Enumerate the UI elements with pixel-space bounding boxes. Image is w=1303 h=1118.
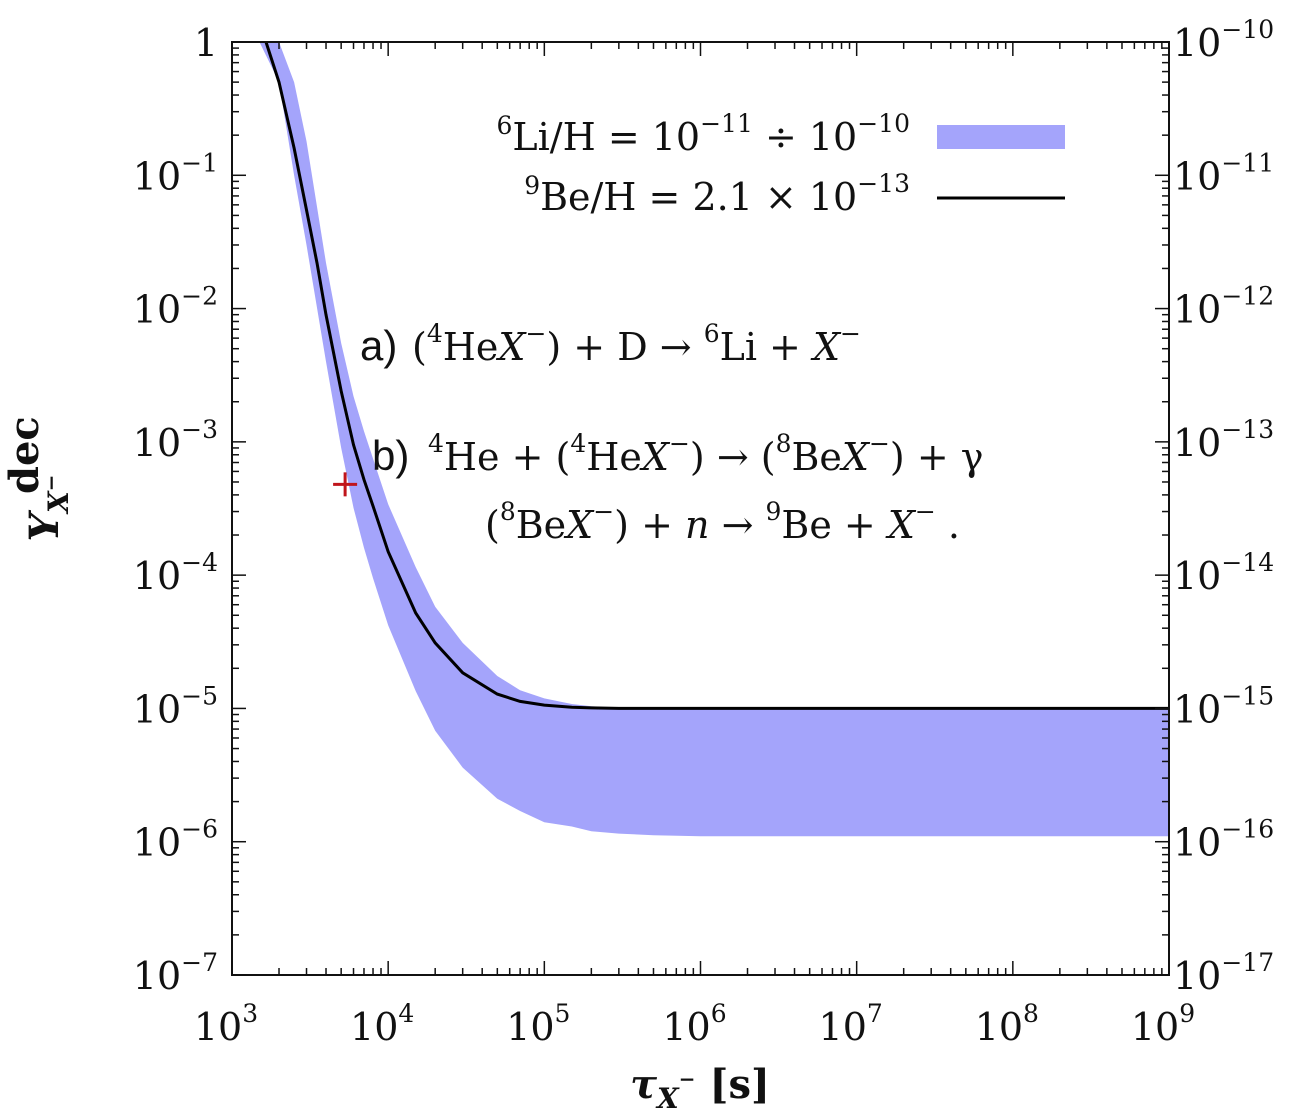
y-tick-label: 10−6 — [133, 815, 218, 865]
y-tick-label: 10−7 — [133, 948, 218, 998]
annotations: a) (4HeX−) + D → 6Li + X− b) 4He + (4HeX−) … — [360, 319, 983, 547]
axis-ticks — [231, 42, 1169, 976]
annotation-b-line2: (8BeX−) + n → 9Be + X− . — [485, 497, 960, 547]
y2-tick-label: 10−14 — [1173, 548, 1274, 598]
y2-axis-tick-labels: 10−10 10−11 10−12 10−13 10−14 10−15 10−16 10−17 — [1173, 15, 1274, 998]
beryllium-line-series — [264, 42, 1169, 710]
x-tick-label: 106 — [662, 999, 726, 1049]
plot-area — [259, 42, 1169, 837]
x-tick-label: 109 — [1131, 999, 1195, 1049]
x-tick-label: 108 — [975, 999, 1039, 1049]
y2-tick-label: 10−13 — [1173, 415, 1274, 465]
y-axis-tick-labels: 1 10−1 10−2 10−3 10−4 10−5 10−6 10−7 — [133, 21, 218, 998]
annotation-a-label: a) — [360, 322, 397, 369]
x-tick-label: 104 — [350, 999, 414, 1049]
annotation-b-line1: 4He + (4HeX−) → (8BeX−) + γ — [428, 429, 983, 479]
legend-label: 6Li/H = 10−11 ÷ 10−10 — [497, 109, 910, 159]
x-tick-label: 107 — [819, 999, 883, 1049]
y2-tick-label: 10−15 — [1173, 681, 1274, 731]
y-tick-label: 10−4 — [133, 548, 218, 598]
y-axis-label: YX− dec — [1, 416, 75, 541]
y2-tick-label: 10−12 — [1173, 282, 1274, 332]
legend-swatch-band — [937, 125, 1065, 149]
y2-tick-label: 10−11 — [1173, 148, 1274, 198]
legend: 6Li/H = 10−11 ÷ 10−10 9Be/H = 2.1 × 10−13 — [497, 109, 1065, 219]
annotation-b-label: b) — [372, 432, 409, 479]
legend-entry: 9Be/H = 2.1 × 10−13 — [524, 169, 1065, 219]
y-tick-label: 1 — [194, 21, 218, 65]
y2-tick-label: 10−10 — [1173, 15, 1274, 65]
svg-text:dec: dec — [1, 416, 48, 494]
x-tick-label: 103 — [194, 999, 258, 1049]
legend-label: 9Be/H = 2.1 × 10−13 — [524, 169, 910, 219]
y-tick-label: 10−2 — [133, 282, 218, 332]
y2-tick-label: 10−17 — [1173, 948, 1274, 998]
y-tick-label: 10−3 — [133, 415, 218, 465]
y-tick-label: 10−5 — [133, 681, 218, 731]
svg-text:YX−: YX− — [21, 474, 75, 541]
legend-entry: 6Li/H = 10−11 ÷ 10−10 — [497, 109, 1065, 159]
y-tick-label: 10−1 — [133, 148, 218, 198]
data-point-marker — [333, 472, 358, 497]
y2-tick-label: 10−16 — [1173, 815, 1274, 865]
annotation-a-text: (4HeX−) + D → 6Li + X− — [412, 319, 861, 369]
lithium-band-series — [259, 42, 1169, 837]
x-axis-tick-labels: 103 104 105 106 107 108 109 — [194, 999, 1195, 1049]
x-tick-label: 105 — [506, 999, 570, 1049]
x-axis-label: τX− [s] — [630, 1061, 770, 1115]
